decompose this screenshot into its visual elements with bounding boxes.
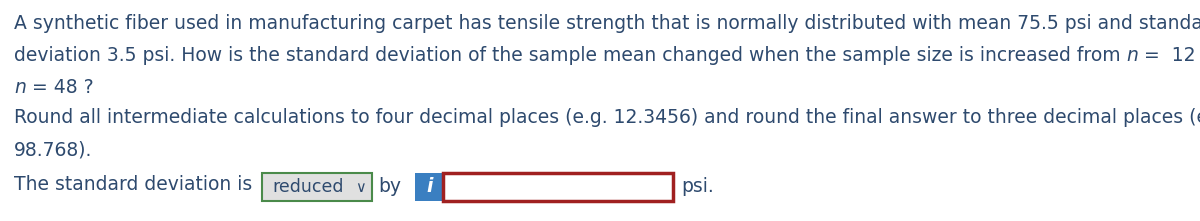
FancyBboxPatch shape [443, 173, 673, 201]
Text: reduced: reduced [272, 178, 343, 196]
Text: psi.: psi. [682, 177, 714, 196]
Text: deviation 3.5 psi. How is the standard deviation of the sample mean changed when: deviation 3.5 psi. How is the standard d… [14, 46, 1127, 65]
Text: n: n [14, 78, 26, 97]
Text: Round all intermediate calculations to four decimal places (e.g. 12.3456) and ro: Round all intermediate calculations to f… [14, 108, 1200, 127]
Text: =  12 to: = 12 to [1139, 46, 1200, 65]
Text: A synthetic fiber used in manufacturing carpet has tensile strength that is norm: A synthetic fiber used in manufacturing … [14, 14, 1200, 33]
Text: by: by [378, 177, 401, 196]
FancyBboxPatch shape [415, 173, 443, 201]
Text: = 48 ?: = 48 ? [26, 78, 94, 97]
Text: The standard deviation is: The standard deviation is [14, 175, 252, 194]
Text: n: n [1127, 46, 1139, 65]
Text: ∨: ∨ [355, 179, 366, 194]
Text: i: i [426, 177, 432, 196]
FancyBboxPatch shape [263, 173, 372, 201]
Text: 98.768).: 98.768). [14, 140, 92, 159]
